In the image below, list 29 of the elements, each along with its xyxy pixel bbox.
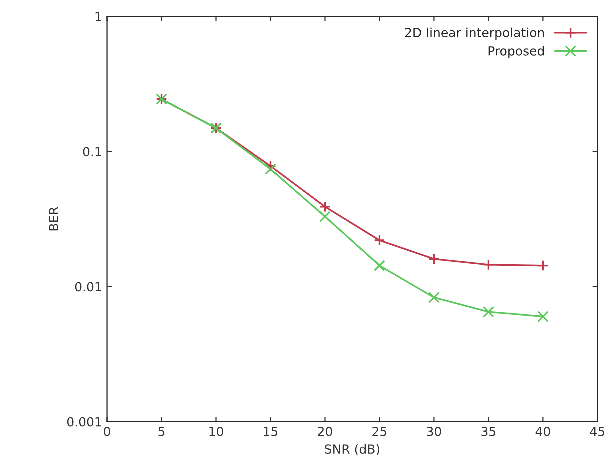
x-axis-title: SNR (dB)	[325, 444, 380, 456]
point	[428, 254, 440, 265]
y-axis-title: BER	[49, 207, 58, 231]
point	[320, 201, 331, 213]
legend-label: Proposed	[488, 46, 544, 58]
y-tick-label: 0.001	[67, 417, 102, 427]
point	[320, 211, 331, 222]
y-tick-label: 1	[96, 12, 102, 22]
point	[483, 259, 494, 271]
x-tick-label: 15	[264, 427, 278, 436]
point	[265, 164, 276, 176]
point	[483, 306, 494, 318]
legend-label: 2D linear interpolation	[405, 28, 544, 40]
x-tick-label: 35	[482, 426, 496, 436]
point	[537, 311, 549, 322]
x-tick-label: 0	[104, 426, 110, 436]
point	[428, 292, 440, 304]
x-tick-label: 30	[427, 426, 442, 436]
x-tick-label: 40	[536, 426, 550, 436]
x-tick-label: 5	[158, 427, 165, 436]
point	[537, 260, 549, 272]
x-tick-label: 10	[210, 426, 224, 436]
x-tick-label: 45	[590, 427, 605, 436]
y-tick-label: 0.01	[75, 282, 102, 292]
point	[374, 234, 386, 246]
y-tick-label: 0.1	[83, 147, 102, 157]
point	[374, 260, 386, 272]
x-tick-label: 25	[372, 426, 387, 436]
x-tick-label: 20	[318, 426, 332, 436]
